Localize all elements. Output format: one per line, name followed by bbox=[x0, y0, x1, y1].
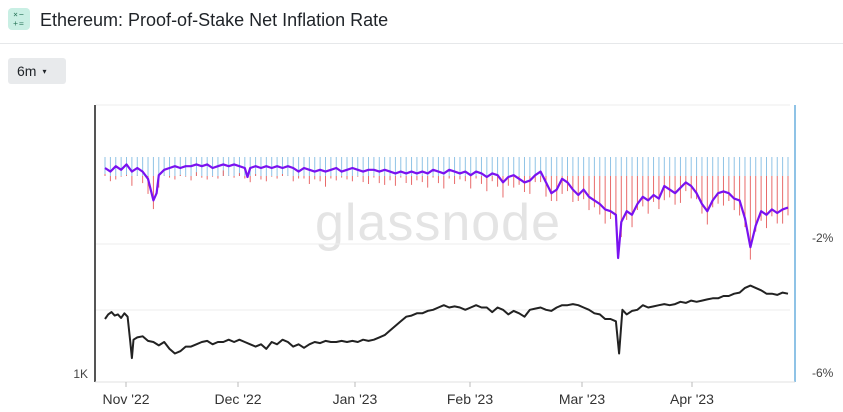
chevron-down-icon: ▾ bbox=[42, 67, 47, 76]
right-axis-tick: -6% bbox=[812, 366, 834, 380]
x-tick-label: Feb '23 bbox=[447, 391, 493, 407]
time-range-dropdown[interactable]: 6m ▾ bbox=[8, 58, 66, 84]
price-line bbox=[104, 284, 789, 360]
x-tick-label: Mar '23 bbox=[559, 391, 605, 407]
right-axis-tick: -2% bbox=[812, 231, 834, 245]
header: ×− += Ethereum: Proof-of-Stake Net Inflat… bbox=[0, 0, 843, 44]
issuance-burn-bars bbox=[104, 157, 789, 260]
left-axis-tick: 1K bbox=[73, 367, 88, 381]
x-tick-label: Jan '23 bbox=[333, 391, 378, 407]
x-tick-label: Nov '22 bbox=[102, 391, 149, 407]
x-tick-label: Apr '23 bbox=[670, 391, 714, 407]
calculator-icon: ×− += bbox=[8, 8, 30, 30]
time-range-label: 6m bbox=[17, 63, 37, 79]
page-title: Ethereum: Proof-of-Stake Net Inflation R… bbox=[40, 10, 389, 30]
inflation-line bbox=[104, 163, 789, 260]
watermark: glassnode bbox=[315, 194, 561, 252]
x-tick-label: Dec '22 bbox=[214, 391, 261, 407]
x-axis-ticks: Nov '22 Dec '22 Jan '23 Feb '23 Mar '23 Apr '… bbox=[102, 382, 714, 407]
